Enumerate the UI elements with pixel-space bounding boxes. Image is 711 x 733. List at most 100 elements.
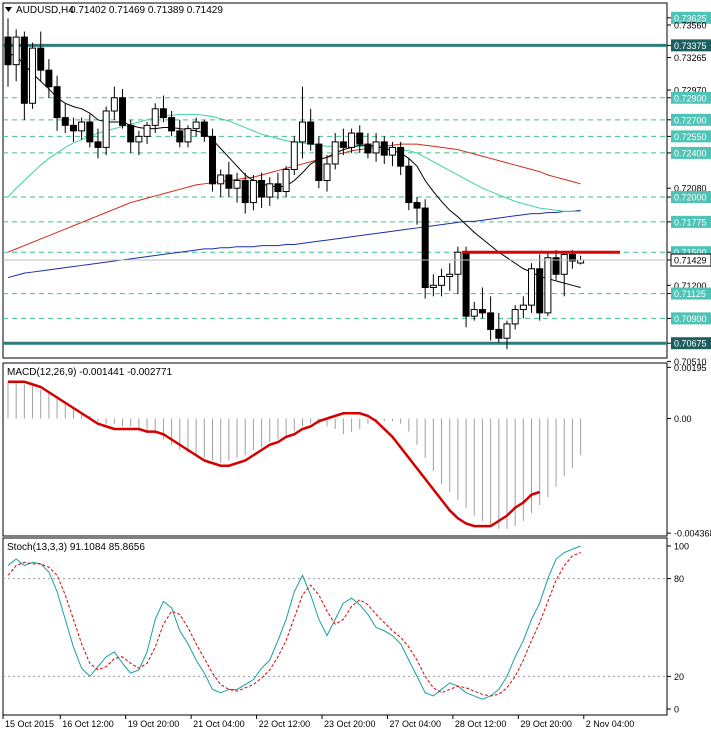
price-tag-label: 0.71775 [674,217,707,227]
candle-bull [470,309,478,317]
candle-bear [495,328,503,339]
candle-bear [364,143,372,154]
stoch-main-line [7,545,581,700]
candle-bull [282,168,290,193]
price-tag [671,39,711,52]
price-tag-label: 0.71500 [674,248,707,258]
candle-bear [274,183,282,193]
macd-signal [8,380,541,528]
price-tag-label: 0.70675 [674,339,707,349]
candle-bull [446,273,454,277]
candle-bear [258,180,266,198]
macd-pane[interactable]: 0.00195 0.00 -0.004368 MACD(12,26,9) -0.00… [2,362,711,539]
time-axis-label: 22 Oct 12:00 [259,719,311,729]
candle-bear [487,312,495,330]
candle-bear [536,268,544,314]
candle-bear [45,69,53,88]
time-axis-label: 21 Oct 04:00 [193,719,245,729]
candle-bear [356,132,364,145]
price-tag [671,191,711,204]
macd-pane-frame [2,362,668,537]
price-axis-label: 0.73265 [674,53,707,63]
candle-bear [315,143,323,182]
candle-bull [323,163,331,181]
candle-bull [348,132,356,148]
stoch-axis-label: 20 [674,672,684,682]
candle-bull [388,146,396,156]
candle-bear [69,124,77,132]
candle-bear [94,141,102,148]
time-axis-label: 29 Oct 20:00 [520,719,572,729]
price-pane-frame [2,2,668,359]
candle-bull [29,47,37,104]
candle-bull [298,121,306,143]
candle-bull [503,323,511,339]
price-tag [671,130,711,143]
candle-bear [225,174,233,189]
price-axis-label: 0.73560 [674,20,707,30]
candle-bear [462,251,470,317]
time-axis-label: 27 Oct 04:00 [389,719,441,729]
stoch-axis: 100 80 20 0 [667,542,689,715]
price-tag [671,113,711,126]
candle-bull [78,121,86,132]
candle-bull [233,180,241,189]
price-tag [671,312,711,325]
candle-bear [127,124,135,143]
candle-bull [143,124,151,137]
price-tag-label: 0.72550 [674,132,707,142]
macd-header: MACD(12,26,9) -0.001441 -0.002771 [7,367,173,378]
price-tag-label: 0.71429 [674,256,707,266]
candle-bull [429,284,437,289]
price-tag-label: 0.72700 [674,115,707,125]
time-axis-label: 16 Oct 12:00 [62,719,114,729]
candle-bear [568,253,576,262]
candle-bull [184,128,192,143]
price-tag-label: 0.72900 [674,93,707,103]
candle-bull [331,141,339,165]
candle-bull [110,97,118,112]
price-tag [671,337,711,350]
time-axis-label: 2 Nov 04:00 [586,719,635,729]
candle-bear [168,117,176,132]
stoch-levels [3,578,667,677]
candle-bear [4,36,12,66]
candles [4,18,585,350]
candle-bull [519,304,527,311]
time-axis-label: 19 Oct 20:00 [128,719,180,729]
price-axis-label: 0.72970 [674,86,707,96]
candle-bull [290,141,298,170]
candle-bull [102,110,110,148]
macd-histogram [7,381,582,529]
candle-bull [511,309,519,325]
candle-bear [53,86,61,119]
candle-bear [397,146,405,167]
candle-bear [86,121,94,143]
stoch-pane[interactable]: 100 80 20 0 Stoch(13,3,3) 91.1084 85.8656 [2,537,689,716]
macd-axis-label: 0.00195 [674,363,707,373]
price-overlays [3,250,667,261]
stoch-pane-frame [2,537,668,716]
macd-signal-line [8,380,541,528]
candle-bull [249,180,257,204]
candle-bear [413,202,421,209]
candle-bull [266,183,274,198]
stoch-axis-label: 80 [674,574,684,584]
candle-bear [307,121,315,145]
time-axis-label: 23 Oct 20:00 [324,719,376,729]
candle-bear [176,130,184,143]
candle-bull [372,141,380,154]
time-axis: 15 Oct 2015 16 Oct 12:00 19 Oct 20:00 21 Oc… [2,715,635,729]
price-tag-label: 0.72400 [674,148,707,158]
price-tag [671,91,711,104]
candle-bear [61,117,69,126]
candle-bear [37,47,45,71]
price-tag-label: 0.72000 [674,193,707,203]
candle-bull [438,275,446,286]
price-tag-label: 0.71125 [674,289,706,299]
price-axis-label: 0.70510 [674,357,707,367]
ohlc-values: 0.71402 0.71469 0.71389 0.71429 [70,5,223,16]
candle-bear [119,97,127,126]
